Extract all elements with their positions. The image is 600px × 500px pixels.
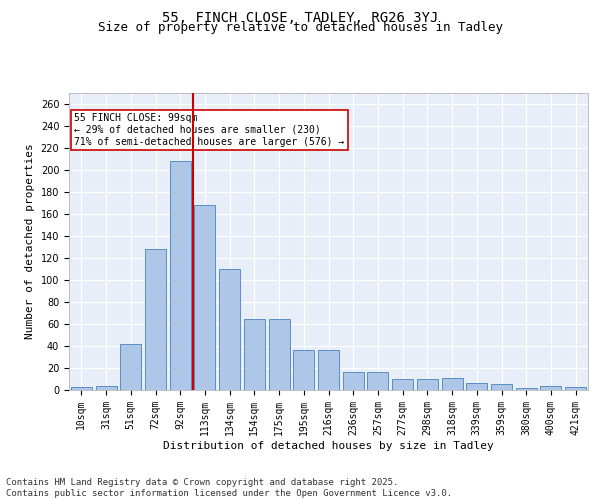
Bar (565, 386, 586, 390)
Y-axis label: Number of detached properties: Number of detached properties (25, 144, 35, 339)
Bar (293, 350, 314, 390)
Bar (244, 320, 265, 390)
Text: Size of property relative to detached houses in Tadley: Size of property relative to detached ho… (97, 21, 503, 34)
Text: 55 FINCH CLOSE: 99sqm
← 29% of detached houses are smaller (230)
71% of semi-det: 55 FINCH CLOSE: 99sqm ← 29% of detached … (74, 114, 344, 146)
Bar (491, 384, 512, 390)
Bar (170, 161, 191, 390)
Bar (367, 372, 388, 390)
Text: Contains HM Land Registry data © Crown copyright and database right 2025.
Contai: Contains HM Land Registry data © Crown c… (6, 478, 452, 498)
Bar (442, 378, 463, 390)
Text: 55, FINCH CLOSE, TADLEY, RG26 3YJ: 55, FINCH CLOSE, TADLEY, RG26 3YJ (162, 10, 438, 24)
Bar (194, 205, 215, 390)
Bar (541, 386, 562, 390)
Bar (120, 344, 141, 390)
Bar (466, 384, 487, 390)
Bar (318, 350, 339, 390)
Bar (95, 386, 116, 390)
Bar (343, 372, 364, 390)
Bar (516, 388, 537, 390)
Bar (392, 379, 413, 390)
X-axis label: Distribution of detached houses by size in Tadley: Distribution of detached houses by size … (163, 440, 494, 450)
Bar (219, 269, 240, 390)
Bar (417, 379, 438, 390)
Bar (71, 386, 92, 390)
Bar (269, 320, 290, 390)
Bar (145, 249, 166, 390)
